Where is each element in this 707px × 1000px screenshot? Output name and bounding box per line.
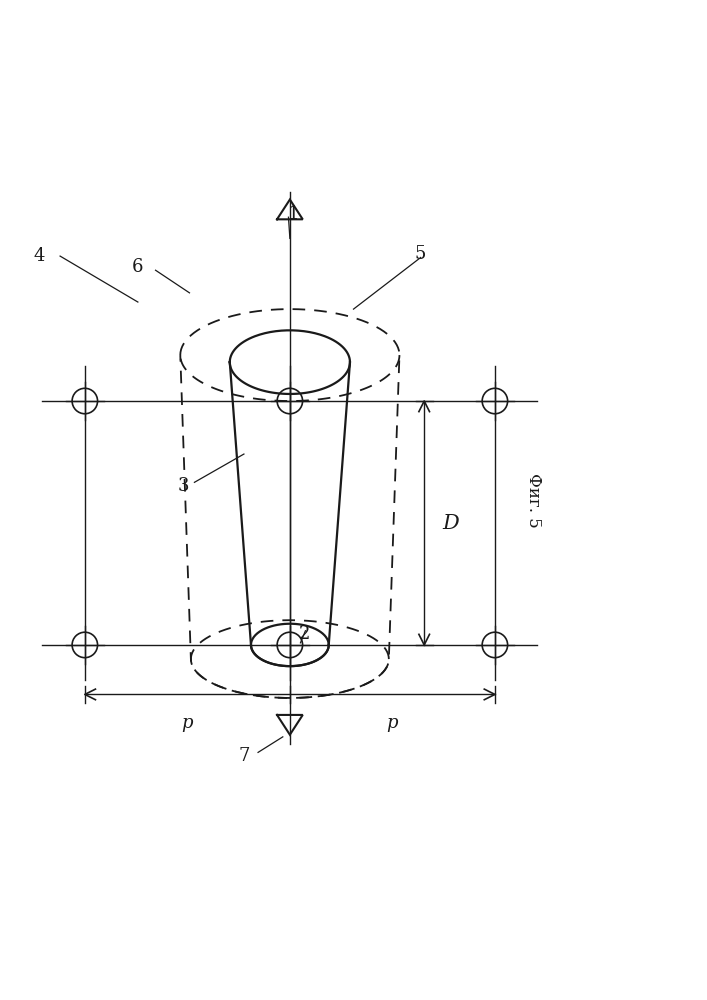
Text: 3: 3 [178, 477, 189, 495]
Text: Фиг. 5: Фиг. 5 [525, 473, 542, 527]
Text: 4: 4 [33, 247, 45, 265]
Text: D: D [442, 514, 459, 533]
Text: 5: 5 [415, 245, 426, 263]
Text: 7: 7 [238, 747, 250, 765]
Text: 6: 6 [132, 258, 144, 276]
Text: 1: 1 [288, 205, 299, 223]
Text: p: p [182, 714, 193, 732]
Text: 2: 2 [298, 625, 310, 643]
Text: p: p [387, 714, 398, 732]
